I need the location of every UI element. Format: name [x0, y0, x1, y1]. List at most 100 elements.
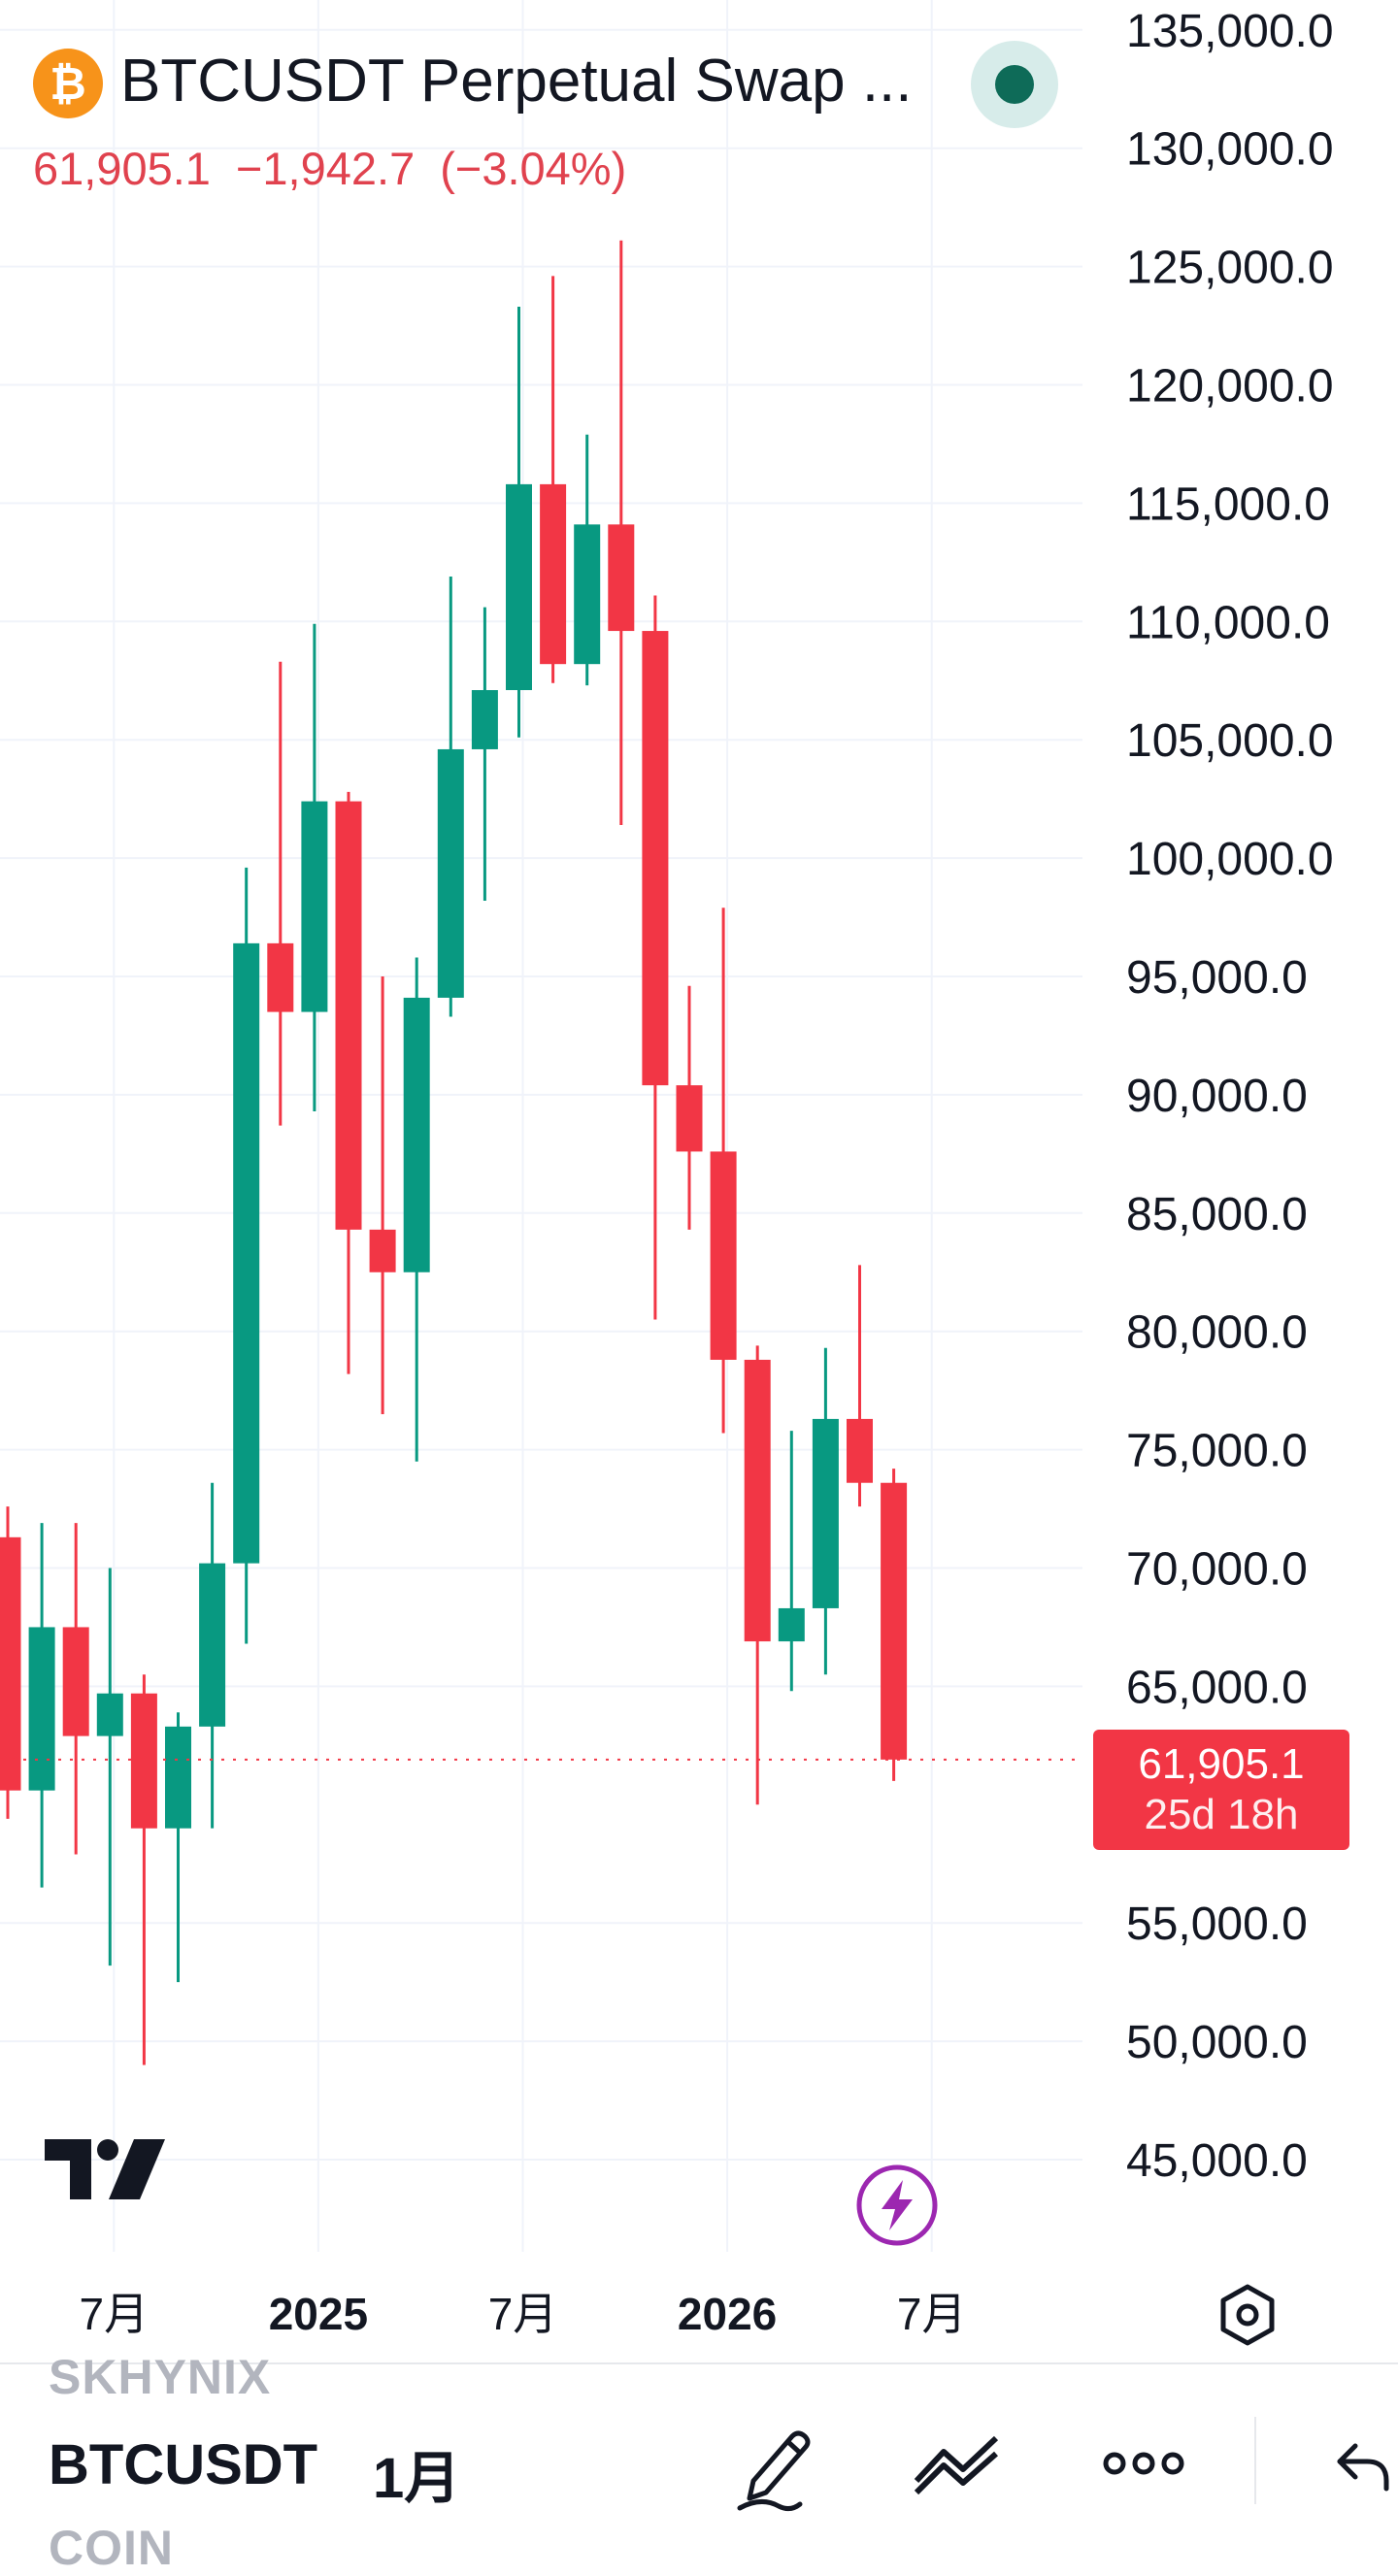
line-tool-icon[interactable]	[911, 2430, 1004, 2498]
tradingview-logo-icon	[45, 2139, 165, 2199]
time-axis[interactable]: 7月 2025 7月 2026 7月	[80, 2289, 967, 2339]
chart-settings-icon[interactable]	[1214, 2281, 1282, 2349]
price-tick-label: 125,000.0	[1126, 243, 1334, 294]
candle-body	[642, 631, 669, 1086]
price-change-percent: (−3.04%)	[440, 143, 627, 194]
price-tick-label: 55,000.0	[1126, 1899, 1308, 1950]
candle	[812, 1347, 839, 1675]
price-tick-label: 45,000.0	[1126, 2135, 1308, 2187]
price-tick-label: 120,000.0	[1126, 361, 1334, 413]
price-tick-label: 80,000.0	[1126, 1307, 1308, 1359]
candle	[642, 595, 669, 1320]
price-tick-label: 85,000.0	[1126, 1189, 1308, 1240]
price-tick-label: 75,000.0	[1126, 1426, 1308, 1477]
candle-body	[267, 942, 294, 1012]
candle-body	[0, 1536, 21, 1791]
live-dot	[995, 65, 1034, 104]
candle	[847, 1265, 873, 1507]
time-tick-label: 7月	[897, 2289, 967, 2339]
candle-body	[62, 1627, 89, 1736]
candle-body	[812, 1418, 839, 1608]
candle	[506, 307, 532, 738]
last-price: 61,905.1	[33, 143, 211, 194]
candle-body	[301, 801, 328, 1012]
price-tick-label: 135,000.0	[1126, 6, 1334, 57]
time-tick-label: 2025	[269, 2289, 368, 2339]
candle-body	[403, 997, 430, 1272]
candle	[881, 1469, 908, 1781]
candle-body	[710, 1151, 737, 1360]
price-tick-label: 95,000.0	[1126, 952, 1308, 1004]
candle-body	[335, 801, 362, 1230]
candlestick-series	[0, 240, 908, 2065]
candle-body	[744, 1359, 771, 1642]
price-tick-label: 105,000.0	[1126, 715, 1334, 767]
time-tick-label: 2026	[678, 2289, 777, 2339]
candle-body	[676, 1085, 703, 1152]
toolbar-vertical-divider	[1254, 2417, 1256, 2504]
horizontal-gridlines	[0, 28, 1082, 2161]
candle-body	[233, 942, 260, 1564]
price-tick-label: 70,000.0	[1126, 1544, 1308, 1596]
candle	[130, 1674, 157, 2065]
price-tick-label: 110,000.0	[1126, 597, 1330, 648]
candle	[335, 791, 362, 1374]
chart-header: ₿ BTCUSDT Perpetual Swap ... 61,905.1 −1,…	[0, 0, 1398, 214]
candle-body	[130, 1693, 157, 1829]
price-tick-label: 100,000.0	[1126, 834, 1334, 885]
candle	[437, 576, 464, 1017]
candle-body	[28, 1627, 55, 1791]
candle	[778, 1431, 805, 1692]
last-price-badge: 61,905.1 25d 18h	[1093, 1730, 1349, 1850]
price-change: −1,942.7	[235, 143, 416, 194]
candle-body	[778, 1607, 805, 1642]
candle	[233, 867, 260, 1644]
price-tick-label: 90,000.0	[1126, 1071, 1308, 1122]
vertical-gridlines	[113, 0, 933, 2252]
candle	[608, 240, 635, 825]
interval-selector[interactable]: 1月	[373, 2447, 461, 2510]
live-status-icon[interactable]	[971, 41, 1058, 128]
candle-body	[471, 690, 498, 749]
badge-price: 61,905.1	[1138, 1740, 1305, 1788]
candle	[0, 1506, 21, 1819]
candle-body	[540, 483, 567, 665]
watchlist-prev-symbol[interactable]: SKHYNIX	[49, 2350, 272, 2404]
price-chart[interactable]: 135,000.0 130,000.0 125,000.0 120,000.0 115,…	[0, 0, 1398, 2368]
candle-body	[506, 483, 532, 691]
candle-body	[847, 1418, 873, 1483]
candle-body	[199, 1563, 226, 1727]
candle	[710, 908, 737, 1434]
symbol-title[interactable]: BTCUSDT Perpetual Swap ...	[120, 48, 913, 115]
price-summary: 61,905.1 −1,942.7 (−3.04%)	[33, 142, 651, 195]
candle-body	[881, 1482, 908, 1760]
watchlist-next-symbol[interactable]: COIN	[49, 2521, 174, 2575]
candle	[301, 623, 328, 1111]
symbol-selector[interactable]: BTCUSDT	[49, 2433, 318, 2496]
candle	[676, 985, 703, 1230]
candle	[471, 607, 498, 901]
toolbar-divider	[0, 2362, 1398, 2364]
price-tick-label: 50,000.0	[1126, 2017, 1308, 2068]
candle	[540, 276, 567, 683]
candle-body	[165, 1726, 191, 1829]
time-tick-label: 7月	[488, 2289, 558, 2339]
price-tick-label: 130,000.0	[1126, 124, 1334, 176]
candle	[744, 1345, 771, 1805]
back-icon[interactable]	[1332, 2436, 1390, 2494]
candle	[199, 1482, 226, 1829]
candle-body	[608, 524, 635, 632]
candle-body	[437, 748, 464, 998]
price-tick-label: 115,000.0	[1126, 479, 1330, 530]
time-tick-label: 7月	[80, 2289, 150, 2339]
pencil-icon[interactable]	[732, 2421, 819, 2514]
badge-countdown: 25d 18h	[1144, 1791, 1299, 1838]
candle	[62, 1523, 89, 1855]
candle	[574, 434, 601, 686]
candle	[369, 976, 396, 1415]
lightning-icon[interactable]	[854, 2163, 940, 2248]
price-axis[interactable]: 135,000.0 130,000.0 125,000.0 120,000.0 115,…	[1126, 6, 1334, 2187]
candle	[403, 957, 430, 1462]
candle-body	[369, 1229, 396, 1272]
more-icon[interactable]	[1103, 2446, 1184, 2481]
